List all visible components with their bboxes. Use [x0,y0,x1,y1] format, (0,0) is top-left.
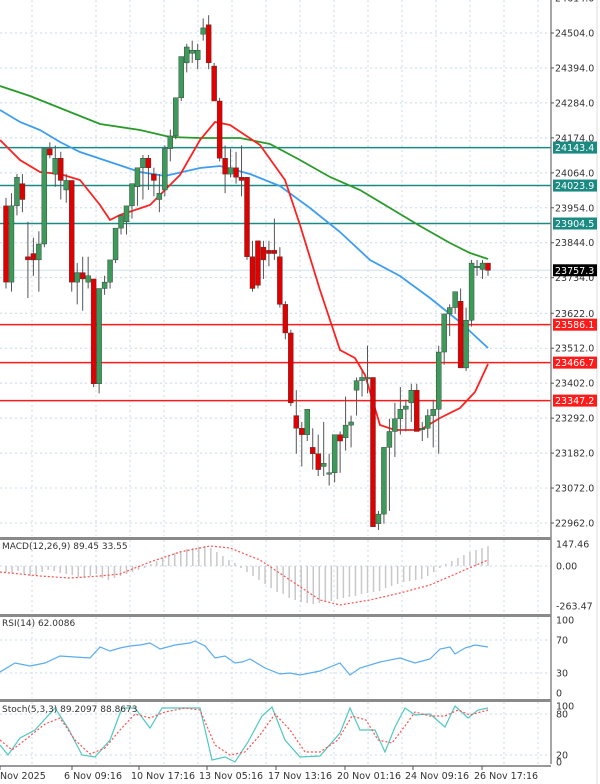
svg-text:23347.2: 23347.2 [555,396,594,407]
svg-text:6 Nov 09:16: 6 Nov 09:16 [64,771,122,782]
svg-text:24 Nov 09:16: 24 Nov 09:16 [405,771,469,782]
macd-label: MACD(12,26,9) 89.45 33.55 [2,542,128,552]
svg-text:70: 70 [556,636,568,647]
svg-text:-263.47: -263.47 [556,602,593,613]
macd-panel [0,545,489,606]
svg-text:23292.0: 23292.0 [555,414,594,425]
svg-text:20: 20 [556,751,568,762]
rsi-label: RSI(14) 62.0086 [2,619,75,629]
svg-text:23182.0: 23182.0 [555,449,594,460]
svg-text:23904.5: 23904.5 [555,219,594,230]
stoch-panel [0,705,489,763]
svg-text:13 Nov 05:16: 13 Nov 05:16 [199,771,263,782]
moving-average-lines [0,85,489,431]
rsi-panel [0,640,489,676]
stoch-label: Stoch(5,3,3) 89.2097 88.8673 [2,705,137,715]
time-axis: Nov 2025 6 Nov 09:16 10 Nov 17:16 13 Nov 05… [0,766,538,782]
svg-text:23757.3: 23757.3 [555,266,594,277]
svg-text:23954.0: 23954.0 [555,203,594,214]
svg-text:0: 0 [556,758,562,769]
svg-text:23844.0: 23844.0 [555,238,594,249]
svg-text:23586.1: 23586.1 [555,320,594,331]
svg-text:20 Nov 01:16: 20 Nov 01:16 [337,771,401,782]
svg-text:Nov 2025: Nov 2025 [0,771,46,782]
svg-text:10 Nov 17:16: 10 Nov 17:16 [131,771,195,782]
svg-text:23622.0: 23622.0 [555,309,594,320]
svg-text:24064.0: 24064.0 [555,168,594,179]
svg-text:22962.0: 22962.0 [555,519,594,530]
svg-text:30: 30 [556,669,568,680]
svg-text:17 Nov 13:16: 17 Nov 13:16 [268,771,332,782]
price-tags: 24143.4 24023.9 23904.5 23586.1 23466.7 23347… [553,141,597,407]
svg-text:80: 80 [556,710,568,721]
svg-text:24143.4: 24143.4 [555,143,594,154]
svg-text:24284.0: 24284.0 [555,98,594,109]
svg-text:23072.0: 23072.0 [555,484,594,495]
svg-text:24394.0: 24394.0 [555,63,594,74]
price-axis: 24614.0 24504.0 24394.0 24284.0 24174.0 24064… [551,0,594,530]
svg-text:0: 0 [556,689,562,700]
svg-text:23512.0: 23512.0 [555,344,594,355]
svg-text:0.00: 0.00 [556,562,577,573]
candlesticks [3,15,491,530]
svg-text:23734.0: 23734.0 [555,273,594,284]
svg-text:26 Nov 17:16: 26 Nov 17:16 [474,771,538,782]
svg-text:23466.7: 23466.7 [555,358,594,369]
svg-text:24614.0: 24614.0 [555,0,594,5]
svg-text:24023.9: 24023.9 [555,181,594,192]
svg-text:100: 100 [556,702,574,713]
svg-text:24504.0: 24504.0 [555,29,594,40]
svg-text:147.46: 147.46 [556,540,589,551]
svg-text:100: 100 [556,616,574,627]
svg-text:24174.0: 24174.0 [555,133,594,144]
svg-text:23402.0: 23402.0 [555,379,594,390]
